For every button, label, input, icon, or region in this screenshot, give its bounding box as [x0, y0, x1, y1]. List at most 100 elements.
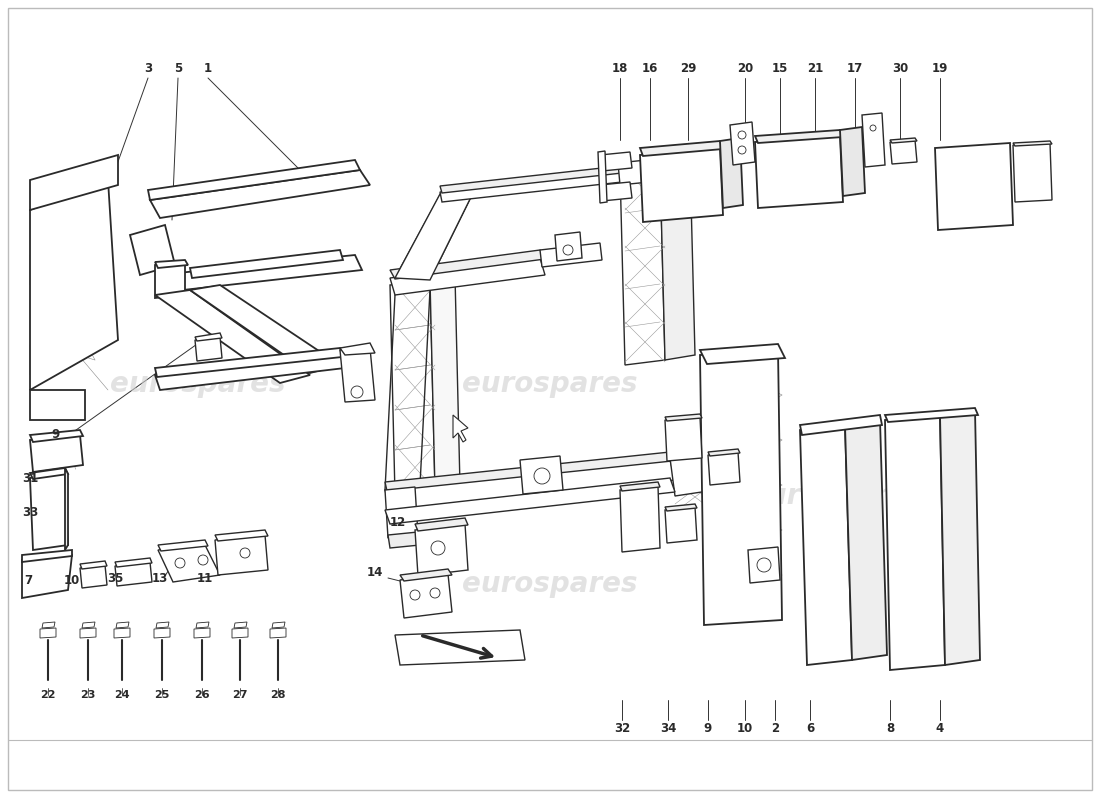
Text: 9: 9	[704, 722, 712, 734]
Polygon shape	[395, 630, 525, 665]
Polygon shape	[158, 255, 362, 292]
Text: 6: 6	[806, 722, 814, 734]
Polygon shape	[385, 487, 418, 538]
Polygon shape	[440, 166, 621, 193]
Polygon shape	[158, 545, 220, 582]
Polygon shape	[150, 170, 370, 218]
Text: 35: 35	[107, 571, 123, 585]
Polygon shape	[42, 622, 55, 628]
Text: 33: 33	[22, 506, 38, 518]
Polygon shape	[385, 452, 672, 491]
Polygon shape	[155, 355, 345, 390]
Polygon shape	[700, 350, 782, 625]
Text: 3: 3	[144, 62, 152, 74]
Polygon shape	[385, 478, 675, 524]
Polygon shape	[194, 628, 210, 638]
Text: 22: 22	[41, 690, 56, 700]
Polygon shape	[666, 414, 702, 421]
Polygon shape	[114, 628, 130, 638]
Polygon shape	[748, 547, 780, 583]
Text: 19: 19	[932, 62, 948, 74]
Polygon shape	[618, 158, 668, 185]
Text: 17: 17	[847, 62, 864, 74]
Polygon shape	[340, 348, 375, 402]
Polygon shape	[540, 243, 602, 267]
Polygon shape	[890, 138, 917, 143]
Polygon shape	[390, 258, 544, 295]
Polygon shape	[82, 622, 95, 628]
Polygon shape	[65, 468, 68, 550]
Polygon shape	[130, 225, 175, 275]
Polygon shape	[620, 165, 666, 365]
Circle shape	[870, 125, 876, 131]
Text: 16: 16	[641, 62, 658, 74]
Text: 30: 30	[892, 62, 909, 74]
Polygon shape	[30, 180, 118, 390]
Text: 32: 32	[614, 722, 630, 734]
Text: 13: 13	[152, 571, 168, 585]
Polygon shape	[1013, 143, 1052, 202]
Polygon shape	[862, 113, 886, 167]
Circle shape	[430, 588, 440, 598]
Polygon shape	[116, 562, 152, 586]
Polygon shape	[453, 415, 468, 442]
Circle shape	[240, 548, 250, 558]
Polygon shape	[840, 127, 865, 196]
Text: eurospares: eurospares	[748, 482, 924, 510]
Polygon shape	[620, 486, 660, 552]
Text: 7: 7	[24, 574, 32, 586]
Polygon shape	[214, 535, 268, 575]
Polygon shape	[400, 569, 452, 581]
Text: 9: 9	[51, 429, 59, 442]
Text: 5: 5	[174, 62, 183, 74]
Polygon shape	[30, 155, 118, 210]
Text: 24: 24	[114, 690, 130, 700]
Polygon shape	[940, 410, 980, 665]
Polygon shape	[666, 507, 697, 543]
Circle shape	[431, 541, 446, 555]
Polygon shape	[30, 435, 82, 472]
Polygon shape	[195, 333, 222, 341]
Text: 28: 28	[271, 690, 286, 700]
Polygon shape	[155, 262, 185, 298]
Polygon shape	[30, 390, 85, 420]
Polygon shape	[156, 622, 169, 628]
Polygon shape	[390, 280, 435, 495]
Polygon shape	[190, 250, 343, 278]
Text: 20: 20	[737, 62, 754, 74]
Text: 12: 12	[389, 515, 406, 529]
Polygon shape	[395, 194, 472, 280]
Polygon shape	[670, 452, 715, 496]
Polygon shape	[700, 344, 785, 364]
Polygon shape	[800, 415, 882, 435]
Text: eurospares: eurospares	[462, 570, 638, 598]
Text: 18: 18	[612, 62, 628, 74]
Polygon shape	[232, 628, 248, 638]
Polygon shape	[620, 482, 660, 491]
Polygon shape	[116, 558, 152, 567]
Polygon shape	[22, 555, 72, 598]
Text: 34: 34	[660, 722, 676, 734]
Polygon shape	[40, 628, 56, 638]
Polygon shape	[556, 232, 582, 261]
Polygon shape	[886, 408, 978, 422]
Polygon shape	[935, 143, 1013, 230]
Polygon shape	[708, 449, 740, 456]
Polygon shape	[270, 628, 286, 638]
Text: 29: 29	[680, 62, 696, 74]
Text: 27: 27	[232, 690, 248, 700]
Polygon shape	[148, 160, 360, 200]
Polygon shape	[80, 561, 107, 569]
Polygon shape	[520, 456, 563, 494]
Polygon shape	[158, 540, 208, 551]
Circle shape	[198, 555, 208, 565]
Text: 15: 15	[772, 62, 789, 74]
Polygon shape	[272, 622, 285, 628]
Polygon shape	[730, 122, 755, 165]
Polygon shape	[660, 160, 695, 360]
Polygon shape	[155, 290, 310, 383]
Polygon shape	[80, 628, 96, 638]
Polygon shape	[720, 138, 742, 208]
Circle shape	[563, 245, 573, 255]
Text: 2: 2	[771, 722, 779, 734]
